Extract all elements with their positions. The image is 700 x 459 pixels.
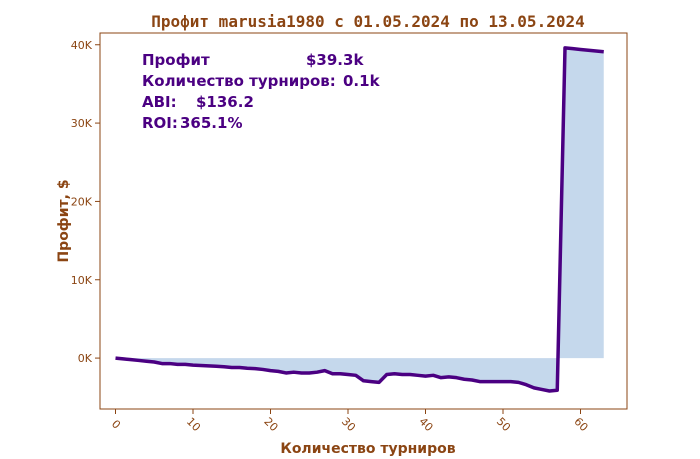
x-tick-label: 10 [184,415,203,434]
stat-profit-value: $39.3k [306,51,364,69]
stat-roi-label: ROI: [142,114,178,132]
x-tick-label: 40 [416,415,435,434]
x-tick-label: 30 [339,415,358,434]
stat-roi-value: 365.1% [180,114,242,132]
x-tick-label: 50 [494,415,513,434]
x-axis-label: Количество турниров [280,441,455,457]
y-axis-label: Профит, $ [56,179,72,262]
stat-tournaments-value: 0.1k [343,72,381,90]
x-axis-ticks: 0 10 20 30 40 50 60 [109,409,591,434]
y-tick-label: 0K [78,352,93,365]
y-axis-ticks: 0K 10K 20K 30K 40K [71,39,100,365]
y-tick-label: 40K [71,39,93,52]
stat-abi-value: $136.2 [196,93,254,111]
plot-frame [99,32,628,410]
x-tick-label: 60 [571,415,590,434]
stat-tournaments-label: Количество турниров: [142,72,336,90]
x-tick-label: 0 [109,417,123,431]
chart-title: Профит marusia1980 с 01.05.2024 по 13.05… [151,12,584,31]
stats-box: Профит $39.3k Количество турниров: 0.1k … [142,51,381,132]
stat-profit-label: Профит [142,51,210,69]
stat-abi-label: ABI: [142,93,177,111]
y-tick-label: 10K [71,274,93,287]
y-tick-label: 20K [71,195,93,208]
profit-line [115,46,604,393]
y-tick-label: 30K [71,117,93,130]
profit-area [115,47,604,391]
x-tick-label: 20 [261,415,280,434]
